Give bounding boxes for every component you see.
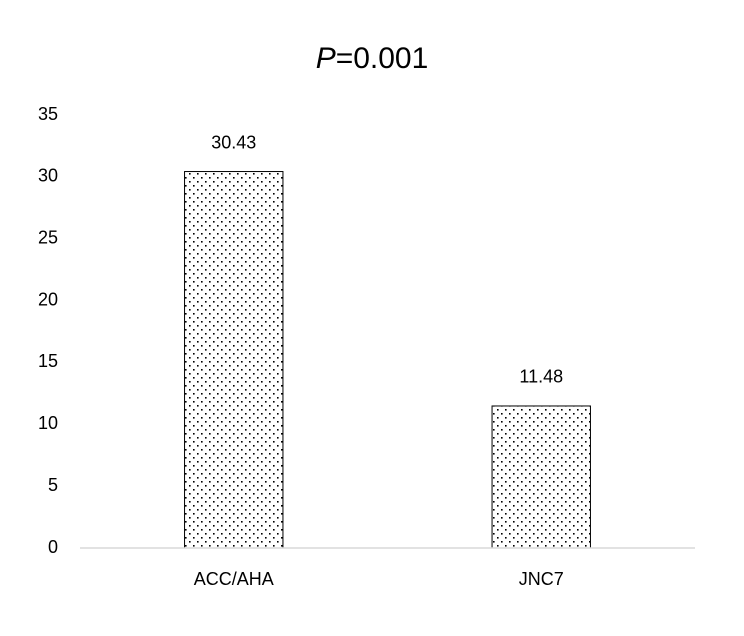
data-label: 30.43 xyxy=(211,132,256,152)
x-tick-label: ACC/AHA xyxy=(194,569,274,589)
y-tick-label: 15 xyxy=(38,351,58,371)
y-tick-label: 25 xyxy=(38,227,58,247)
y-tick-label: 30 xyxy=(38,166,58,186)
x-tick-label: JNC7 xyxy=(519,569,564,589)
bar xyxy=(491,405,591,549)
y-tick-label: 10 xyxy=(38,413,58,433)
y-tick-label: 5 xyxy=(48,475,58,495)
bar xyxy=(184,171,284,549)
chart-title: P=0.001 xyxy=(316,42,429,75)
y-tick-label: 35 xyxy=(38,104,58,124)
data-label: 11.48 xyxy=(519,367,563,387)
y-tick-label: 0 xyxy=(48,537,58,557)
y-tick-label: 20 xyxy=(38,289,58,309)
